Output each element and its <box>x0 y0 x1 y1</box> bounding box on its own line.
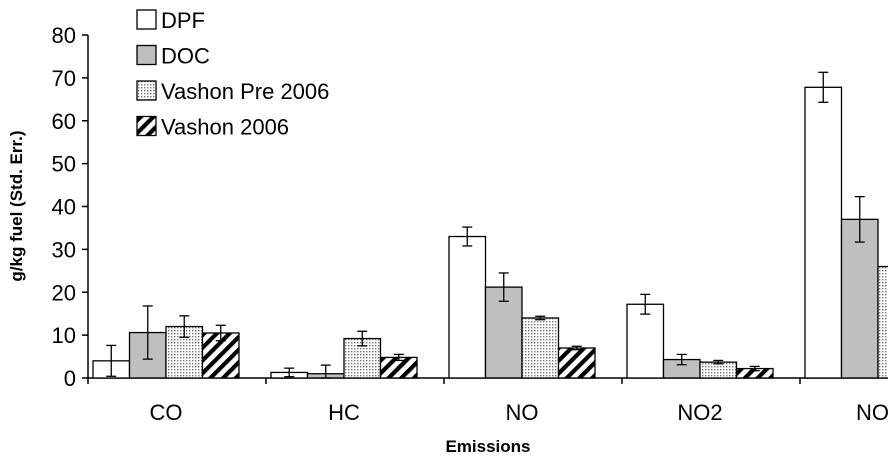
x-axis-ticks: CO HC NO NO2 NOx <box>87 378 888 425</box>
bar-group <box>92 86 888 379</box>
legend-label: Vashon Pre 2006 <box>161 79 329 104</box>
bar <box>840 218 879 379</box>
y-tick-label: 10 <box>52 323 76 348</box>
x-tick-label: HC <box>328 400 360 425</box>
x-tick-label: CO <box>150 400 183 425</box>
bar <box>877 265 888 379</box>
legend-swatch <box>136 115 157 137</box>
legend-swatch <box>136 9 157 30</box>
bar <box>201 332 240 379</box>
y-tick-label: 70 <box>52 66 76 91</box>
y-tick-label: 20 <box>52 280 76 305</box>
y-tick-label: 40 <box>52 195 76 220</box>
bar <box>804 86 843 379</box>
bar <box>448 235 487 379</box>
legend-label: DPF <box>161 8 205 33</box>
x-axis-title: Emissions <box>445 437 530 456</box>
legend: DPF DOC Vashon Pre 2006 Vashon 2006 <box>136 8 329 140</box>
y-tick-label: 0 <box>64 366 76 391</box>
y-tick-label: 50 <box>52 152 76 177</box>
y-tick-label: 30 <box>52 237 76 262</box>
y-axis-title: g/kg fuel (Std. Err.) <box>7 130 26 281</box>
x-tick-label: NOx <box>856 400 888 425</box>
error-bar-group <box>106 71 865 379</box>
bar <box>521 317 560 379</box>
bar <box>699 361 738 379</box>
legend-swatch <box>136 80 157 101</box>
legend-label: DOC <box>161 44 210 69</box>
y-tick-label: 60 <box>52 109 76 134</box>
bar <box>557 347 596 379</box>
y-tick-label: 80 <box>52 23 76 48</box>
legend-swatch <box>136 44 157 66</box>
bar <box>626 303 665 379</box>
legend-label: Vashon 2006 <box>161 115 289 140</box>
x-tick-label: NO <box>506 400 539 425</box>
y-axis-ticks: 0 10 20 30 40 50 60 70 80 <box>52 23 88 391</box>
x-tick-label: NO2 <box>677 400 722 425</box>
plot-area: 0 10 20 30 40 50 60 70 80 CO HC NO NO2 NOx <box>52 23 888 425</box>
